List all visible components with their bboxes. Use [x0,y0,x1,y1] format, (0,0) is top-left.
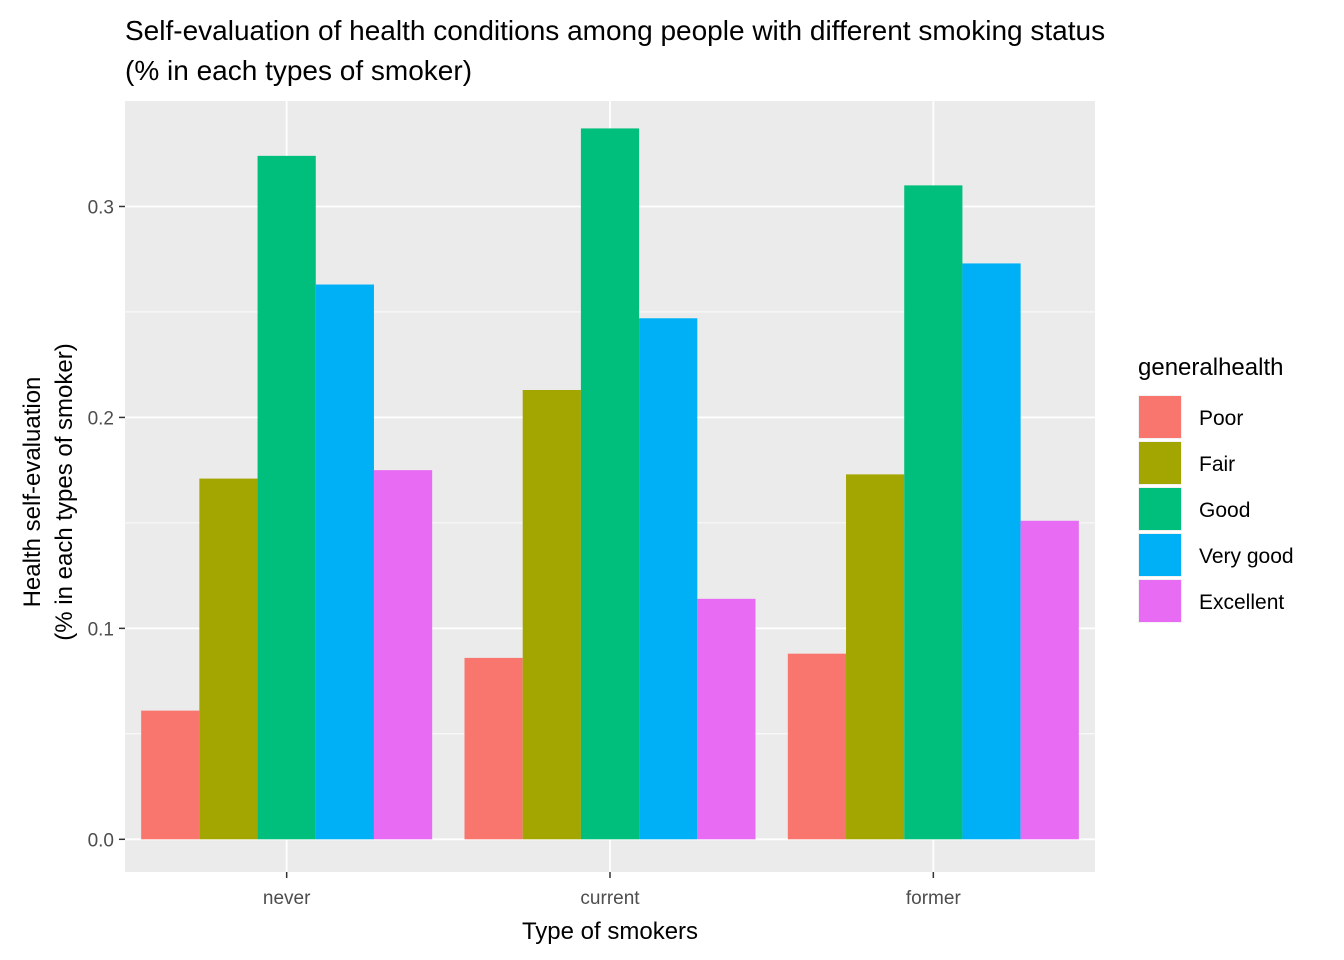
x-tick-label: former [906,888,962,909]
legend-label-fair: Fair [1199,453,1235,476]
legend-label-poor: Poor [1199,407,1243,430]
bar-never-good [257,155,316,840]
legend-label-very-good: Very good [1199,545,1294,568]
legend-swatch-very-good [1139,534,1181,576]
legend-swatch-poor [1139,396,1181,438]
chart-title-line-1: Self-evaluation of health conditions amo… [125,15,1105,46]
legend-label-excellent: Excellent [1199,591,1284,614]
y-tick-label: 0.0 [88,830,114,851]
x-axis-title: Type of smokers [522,918,698,945]
bar-former-good [904,185,963,840]
legend-swatch-fair [1139,442,1181,484]
y-tick-label: 0.2 [88,408,114,429]
legend-label-good: Good [1199,499,1250,522]
legend-title: generalhealth [1138,354,1283,381]
y-tick-label: 0.1 [88,619,114,640]
chart-title-line-2: (% in each types of smoker) [125,55,472,86]
bar-former-excellent [1020,520,1079,840]
bar-never-fair [199,478,258,840]
legend-swatch-excellent [1139,580,1181,622]
bar-never-very-good [315,284,374,840]
bar-never-poor [141,710,200,840]
bar-current-good [580,128,640,840]
bar-current-poor [464,657,523,840]
y-axis-title-line-2: (% in each types of smoker) [51,343,78,640]
bar-former-poor [787,653,847,840]
legend-swatch-good [1139,488,1181,530]
x-axis: never current former [263,872,962,909]
x-tick-label: current [580,888,640,909]
y-axis-title-line-1: Health self-evaluation [19,377,46,608]
bar-never-excellent [373,470,433,840]
legend: generalhealth Poor Fair Good Very good Excel… [1138,354,1294,623]
y-tick-label: 0.3 [88,197,114,218]
bars [141,128,1079,840]
bar-current-excellent [697,598,756,840]
bar-current-fair [522,389,581,840]
bar-former-very-good [962,263,1021,840]
x-tick-label: never [263,888,311,909]
bar-current-very-good [639,318,698,840]
bar-former-fair [846,474,905,840]
y-axis: 0.0 0.1 0.2 0.3 [88,197,125,851]
